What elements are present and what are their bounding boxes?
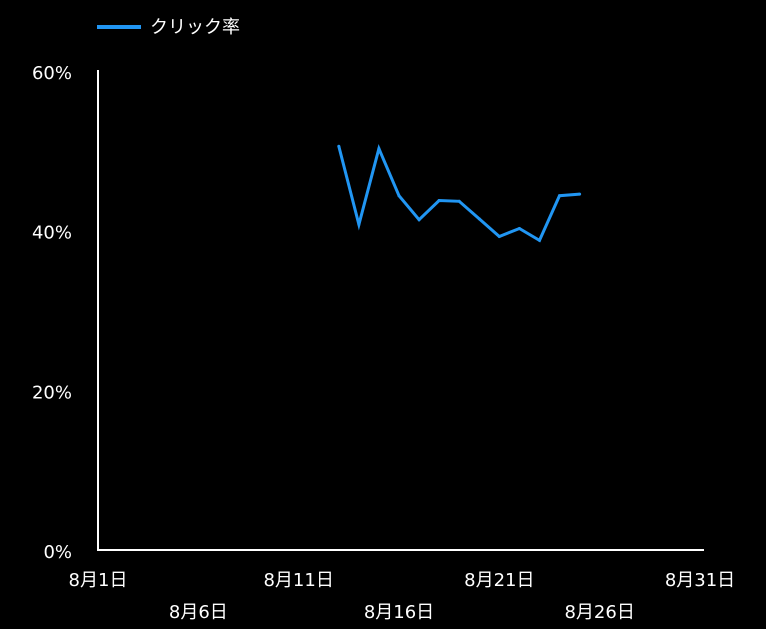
x-tick-label: 8月21日 — [464, 570, 534, 591]
data-point[interactable] — [497, 235, 501, 238]
data-point[interactable] — [417, 218, 421, 222]
data-point[interactable] — [538, 238, 541, 242]
data-point[interactable] — [578, 192, 582, 196]
x-axis-tick-labels: 8月1日 8月6日 8月11日 8月16日 8月21日 8月26日 8月31日 — [69, 570, 736, 623]
y-tick-label: 20% — [32, 382, 72, 403]
x-tick-label: 8月16日 — [364, 602, 434, 623]
data-point[interactable] — [517, 227, 521, 230]
x-tick-label: 8月6日 — [169, 602, 228, 623]
data-point[interactable] — [437, 199, 441, 202]
data-point[interactable] — [357, 223, 361, 226]
legend[interactable]: クリック率 — [97, 17, 240, 38]
y-axis-tick-labels: 0% 20% 40% 60% — [32, 63, 72, 563]
x-tick-label: 8月31日 — [665, 570, 735, 591]
y-tick-label: 0% — [43, 542, 72, 563]
data-point[interactable] — [457, 199, 461, 203]
series-line — [337, 143, 580, 243]
data-point[interactable] — [477, 217, 481, 221]
y-tick-label: 60% — [32, 63, 72, 84]
data-point[interactable] — [558, 194, 561, 198]
x-tick-label: 8月11日 — [263, 570, 333, 591]
legend-label-click-rate: クリック率 — [150, 17, 240, 38]
data-point[interactable] — [397, 194, 401, 198]
series-click-rate — [337, 143, 582, 243]
x-tick-label: 8月1日 — [69, 570, 128, 591]
y-tick-label: 40% — [32, 223, 72, 244]
data-point[interactable] — [377, 147, 381, 151]
data-point[interactable] — [337, 144, 341, 148]
x-tick-label: 8月26日 — [564, 602, 634, 623]
